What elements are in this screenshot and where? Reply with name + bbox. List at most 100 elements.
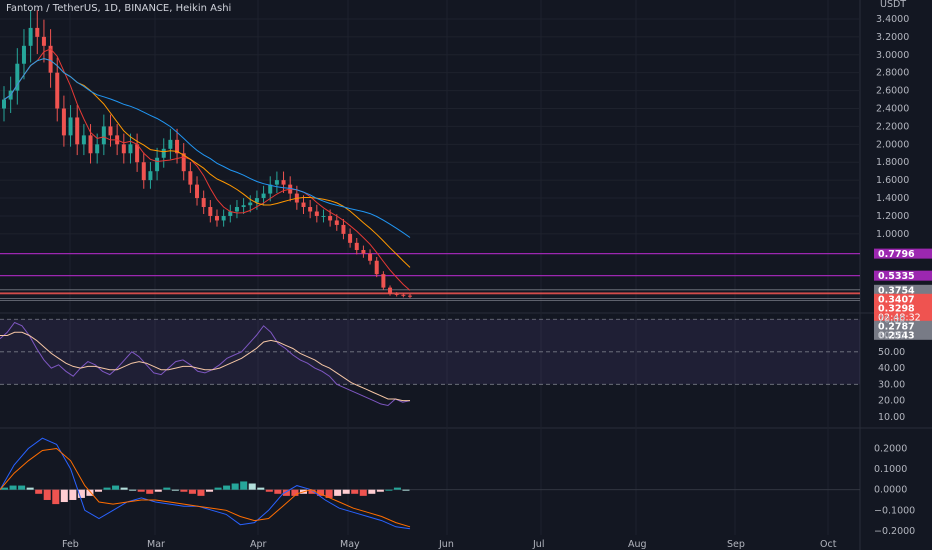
macd-histogram-bar bbox=[223, 485, 231, 490]
macd-tick-label: 0.0000 bbox=[874, 485, 907, 496]
candle-body bbox=[241, 205, 246, 208]
macd-histogram-bar bbox=[163, 487, 171, 490]
price-level-badge bbox=[874, 320, 932, 331]
macd-histogram-bar bbox=[69, 489, 77, 500]
price-tick-label: 2.6000 bbox=[876, 86, 909, 97]
candle-body bbox=[21, 45, 26, 64]
price-tick-label: 2.0000 bbox=[876, 139, 909, 150]
price-level-badge bbox=[874, 329, 932, 340]
candle-body bbox=[361, 250, 366, 254]
macd-histogram-bar bbox=[171, 489, 179, 491]
candle-body bbox=[75, 117, 80, 145]
date-tick-label: Oct bbox=[820, 539, 837, 550]
macd-histogram-bar bbox=[265, 489, 273, 492]
macd-histogram-bar bbox=[60, 489, 68, 503]
candle-body bbox=[234, 207, 239, 212]
candle-body bbox=[341, 224, 346, 234]
macd-histogram-bar bbox=[188, 489, 196, 494]
macd-histogram-bar bbox=[120, 487, 128, 490]
candle-body bbox=[61, 108, 66, 136]
macd-histogram-bar bbox=[43, 489, 51, 500]
macd-tick-label: 0.2000 bbox=[874, 443, 907, 454]
price-level-badge bbox=[874, 270, 932, 281]
price-level-badge bbox=[874, 302, 932, 313]
macd-histogram-bar bbox=[334, 489, 342, 496]
candle-body bbox=[68, 117, 73, 136]
candle-body bbox=[148, 171, 153, 181]
macd-histogram-bar bbox=[197, 489, 205, 496]
candle-body bbox=[334, 220, 339, 225]
rsi-line bbox=[0, 321, 411, 407]
candle-body bbox=[328, 215, 333, 221]
macd-histogram-bar bbox=[282, 489, 290, 496]
macd-histogram-bar bbox=[308, 489, 316, 494]
date-tick-label: Feb bbox=[62, 539, 79, 550]
macd-histogram-bar bbox=[26, 487, 34, 490]
price-tick-label: 2.8000 bbox=[876, 68, 909, 79]
candle-body bbox=[175, 139, 180, 154]
candle-body bbox=[188, 171, 193, 185]
candle-body bbox=[128, 144, 133, 154]
rsi-tick-label: 10.00 bbox=[878, 412, 905, 423]
macd-histogram-bar bbox=[291, 489, 299, 496]
date-tick-label: May bbox=[340, 539, 360, 550]
candle-body bbox=[141, 162, 146, 181]
macd-line bbox=[0, 437, 411, 530]
candle-body bbox=[228, 211, 233, 216]
candle-body bbox=[308, 207, 313, 212]
macd-histogram-bar bbox=[137, 489, 145, 492]
candle-body bbox=[108, 126, 113, 136]
price-tick-label: 1.0000 bbox=[876, 229, 909, 240]
candle-body bbox=[301, 202, 306, 208]
macd-histogram-bar bbox=[231, 483, 239, 490]
price-level-label: 0.3407 bbox=[878, 294, 915, 305]
candle-body bbox=[88, 135, 93, 154]
price-level-badge bbox=[874, 284, 932, 295]
date-tick-label: Jul bbox=[532, 539, 544, 550]
candle-body bbox=[2, 99, 6, 109]
currency-label: USDT bbox=[880, 0, 906, 10]
candle-body bbox=[268, 184, 273, 194]
price-level-label: 0.3754 bbox=[878, 285, 915, 296]
candle-body bbox=[121, 144, 126, 154]
macd-histogram-bar bbox=[351, 489, 359, 494]
price-level-label: 0.2543 bbox=[878, 330, 915, 341]
candle-body bbox=[155, 157, 160, 172]
candle-body bbox=[274, 180, 279, 185]
price-tick-label: 1.2000 bbox=[876, 211, 909, 222]
macd-histogram-bar bbox=[52, 489, 60, 505]
candle-body bbox=[81, 135, 86, 145]
price-tick-label: 2.2000 bbox=[876, 121, 909, 132]
macd-histogram-bar bbox=[214, 487, 222, 490]
price-tick-label: 1.8000 bbox=[876, 157, 909, 168]
price-tick-label: 3.2000 bbox=[876, 32, 909, 43]
candle-body bbox=[381, 274, 386, 288]
price-tick-label: 1.4000 bbox=[876, 193, 909, 204]
candle-body bbox=[95, 144, 100, 154]
macd-histogram-bar bbox=[393, 487, 401, 490]
moving-average-line bbox=[3, 48, 411, 291]
candle-body bbox=[368, 253, 373, 261]
macd-histogram-bar bbox=[240, 481, 248, 490]
macd-histogram-bar bbox=[325, 489, 333, 498]
date-tick-label: Mar bbox=[147, 539, 165, 550]
candle-body bbox=[48, 45, 53, 73]
price-level-badge bbox=[874, 293, 932, 304]
rsi-tick-label: 70.00 bbox=[878, 314, 905, 325]
rsi-tick-label: 20.00 bbox=[878, 396, 905, 407]
macd-histogram-bar bbox=[385, 489, 393, 491]
candle-body bbox=[248, 202, 253, 206]
macd-tick-label: −0.2000 bbox=[874, 526, 915, 537]
candle-body bbox=[261, 193, 266, 199]
date-tick-label: Apr bbox=[250, 539, 267, 550]
macd-histogram-bar bbox=[146, 489, 154, 494]
macd-histogram-bar bbox=[18, 485, 26, 490]
candle-body bbox=[28, 27, 33, 46]
macd-histogram-bar bbox=[248, 483, 256, 490]
countdown-badge bbox=[874, 311, 932, 322]
macd-histogram-bar bbox=[35, 489, 43, 494]
rsi-tick-label: 30.00 bbox=[878, 379, 905, 390]
macd-histogram-bar bbox=[86, 489, 94, 496]
price-level-badge bbox=[874, 248, 932, 259]
